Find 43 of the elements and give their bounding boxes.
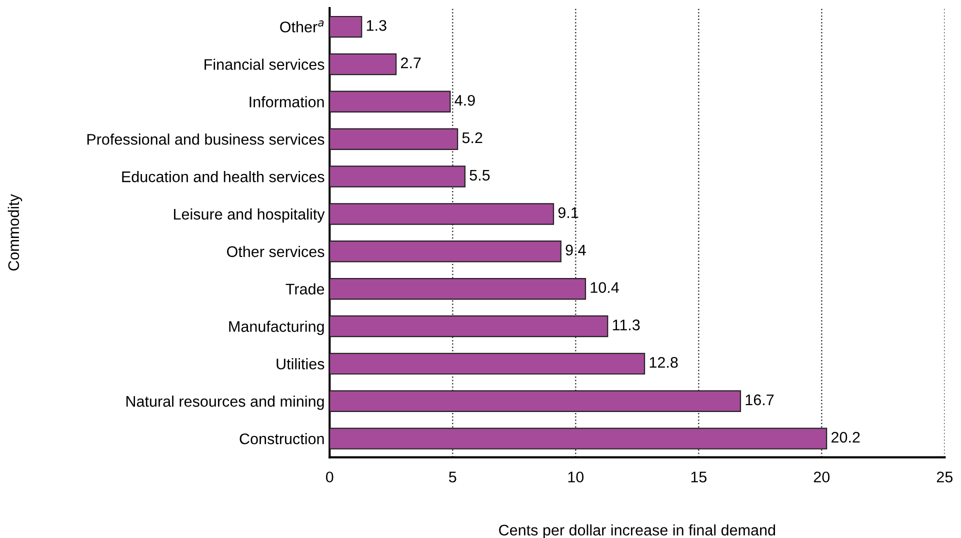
data-label: 12.8 xyxy=(650,356,678,368)
y-tick-label: Professional and business services xyxy=(87,134,324,145)
bar xyxy=(330,166,466,188)
y-tick-label: Utilities xyxy=(276,358,324,370)
x-tick-label: 5 xyxy=(448,472,456,482)
y-tick-label: Construction xyxy=(240,433,324,444)
data-label: 4.9 xyxy=(454,94,475,106)
data-label: 1.3 xyxy=(366,20,386,31)
data-label: 9.1 xyxy=(558,207,578,218)
bar xyxy=(330,390,742,412)
data-label: 9.4 xyxy=(566,244,586,256)
data-label: 10.4 xyxy=(590,282,619,293)
bar xyxy=(330,16,362,38)
x-tick-label: 25 xyxy=(936,472,953,482)
y-tick-label: Natural resources and mining xyxy=(126,396,324,410)
x-tick-label: 20 xyxy=(814,472,830,482)
y-tick-label: Leisure and hospitality xyxy=(174,208,325,223)
x-tick-label: 0 xyxy=(326,472,334,482)
y-tick-label: Other services xyxy=(227,246,324,258)
bar xyxy=(330,203,554,225)
data-label: 16.7 xyxy=(746,394,774,406)
x-tick-label: 15 xyxy=(691,472,707,482)
data-label: 2.7 xyxy=(400,58,421,68)
data-label: 5.2 xyxy=(462,132,482,144)
x-tick-label: 10 xyxy=(568,472,584,482)
y-tick-label: Trade xyxy=(286,283,324,295)
bar xyxy=(330,240,562,262)
bar xyxy=(330,352,646,375)
data-label: 5.5 xyxy=(470,170,490,181)
y-tick-label: Information xyxy=(250,96,324,108)
bar xyxy=(330,90,451,113)
y-tick-label: Other$^{a}$ xyxy=(280,20,324,32)
y-tick-label: Manufacturing xyxy=(229,320,324,335)
y-tick-label: Education and health services xyxy=(122,170,324,182)
bar xyxy=(330,128,458,150)
y-axis-title: Commodity xyxy=(8,194,22,271)
data-label: 11.3 xyxy=(612,320,640,330)
bar xyxy=(330,428,828,450)
y-tick-label: Financial services xyxy=(204,58,324,70)
bar xyxy=(330,53,397,76)
bar xyxy=(330,315,608,338)
data-label: 20.2 xyxy=(832,432,860,443)
bar xyxy=(330,278,586,300)
